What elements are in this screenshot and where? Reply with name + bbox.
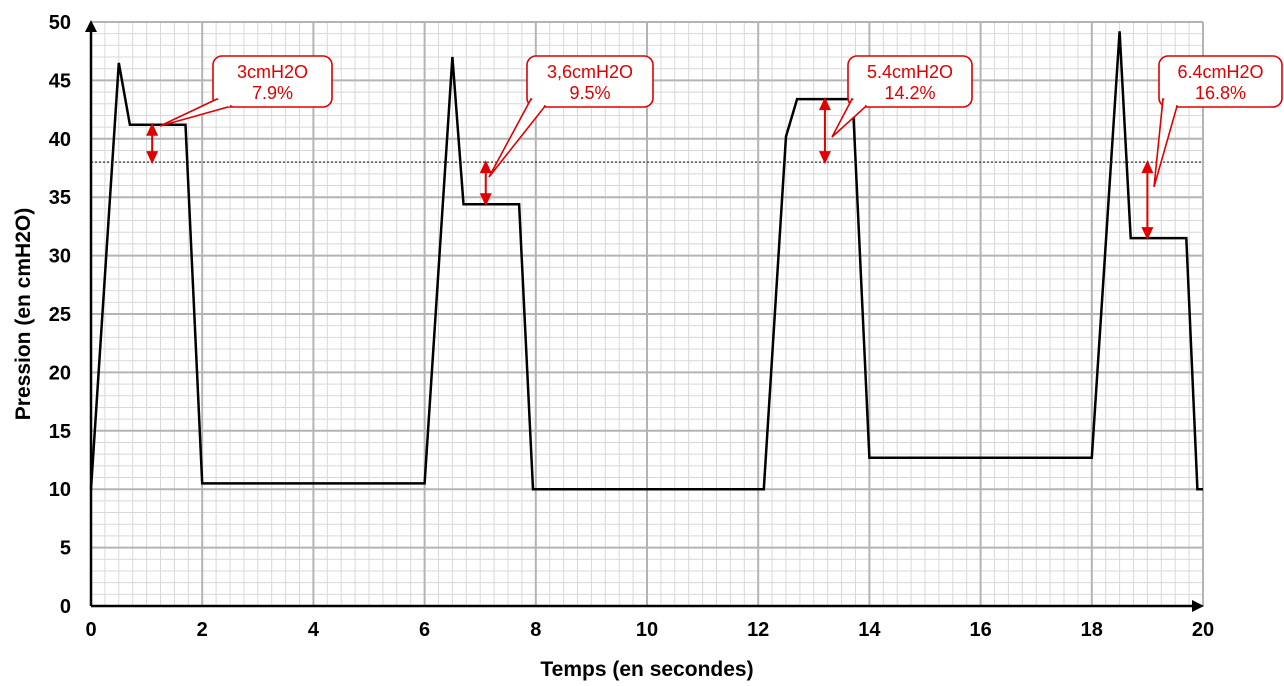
x-axis-arrowhead — [1192, 600, 1204, 612]
annotation-arrowhead-up — [818, 97, 831, 111]
annotation-pointer-mask — [852, 98, 866, 107]
annotation-value-text: 3,6cmH2O — [547, 62, 633, 82]
annotation-percent-text: 16.8% — [1195, 83, 1246, 103]
major-grid — [91, 21, 1204, 606]
y-tick-label: 0 — [60, 596, 71, 618]
x-tick-label: 12 — [747, 619, 769, 641]
annotation-value-text: 6.4cmH2O — [1177, 62, 1263, 82]
x-tick-label: 0 — [85, 619, 96, 641]
y-tick-label: 40 — [49, 129, 71, 151]
y-tick-label: 25 — [49, 304, 71, 326]
annotation-pointer-mask — [217, 98, 231, 107]
y-tick-label: 5 — [60, 538, 71, 560]
y-tick-label: 50 — [49, 12, 71, 34]
y-tick-labels: 0 5 10 15 20 25 30 35 40 45 50 — [49, 12, 71, 618]
annotation-arrowhead-down — [1141, 227, 1154, 241]
x-tick-labels: 0 2 4 6 8 10 12 14 16 18 20 — [85, 619, 1214, 641]
y-tick-label: 15 — [49, 421, 71, 443]
x-axis-title: Temps (en secondes) — [540, 658, 753, 681]
annotation-arrowhead-up — [479, 160, 492, 174]
annotation-arrowhead-up — [1141, 160, 1154, 174]
x-tick-label: 6 — [419, 619, 430, 641]
annotation-box — [847, 55, 973, 108]
annotation-box — [1158, 55, 1283, 108]
y-tick-label: 35 — [49, 187, 71, 209]
annotation-percent-text: 7.9% — [252, 83, 293, 103]
annotation-box — [212, 55, 333, 108]
annotation-box — [526, 55, 654, 108]
x-tick-label: 2 — [197, 619, 208, 641]
y-axis-arrowhead — [85, 20, 97, 32]
annotation-value-text: 5.4cmH2O — [867, 62, 953, 82]
y-tick-label: 30 — [49, 246, 71, 268]
annotation-arrowhead-down — [479, 193, 492, 207]
x-tick-label: 20 — [1192, 619, 1214, 641]
y-tick-label: 45 — [49, 70, 71, 92]
annotation-pointer — [159, 98, 234, 127]
x-tick-label: 8 — [530, 619, 541, 641]
x-tick-label: 4 — [308, 619, 320, 641]
annotation-percent-text: 9.5% — [569, 83, 610, 103]
annotation-value-text: 3cmH2O — [237, 62, 308, 82]
annotation-arrowhead-down — [146, 151, 159, 165]
x-tick-label: 14 — [858, 619, 881, 641]
x-tick-label: 18 — [1081, 619, 1103, 641]
y-axis-title: Pression (en cmH2O) — [12, 208, 35, 420]
series-line-0 — [89, 31, 1203, 491]
annotation-pointer-mask — [1163, 98, 1177, 107]
annotation-arrowhead-up — [146, 122, 159, 136]
annotation-arrowhead-down — [818, 151, 831, 165]
annotation-percent-text: 14.2% — [884, 83, 935, 103]
annotation-pointer-mask — [531, 98, 545, 107]
axes — [85, 20, 1204, 612]
x-tick-label: 10 — [636, 619, 658, 641]
y-tick-label: 20 — [49, 362, 71, 384]
series-group — [89, 31, 1203, 491]
y-tick-label: 10 — [49, 479, 71, 501]
x-tick-label: 16 — [969, 619, 991, 641]
